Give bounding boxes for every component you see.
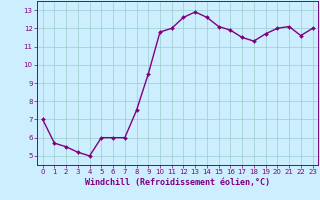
- X-axis label: Windchill (Refroidissement éolien,°C): Windchill (Refroidissement éolien,°C): [85, 178, 270, 187]
